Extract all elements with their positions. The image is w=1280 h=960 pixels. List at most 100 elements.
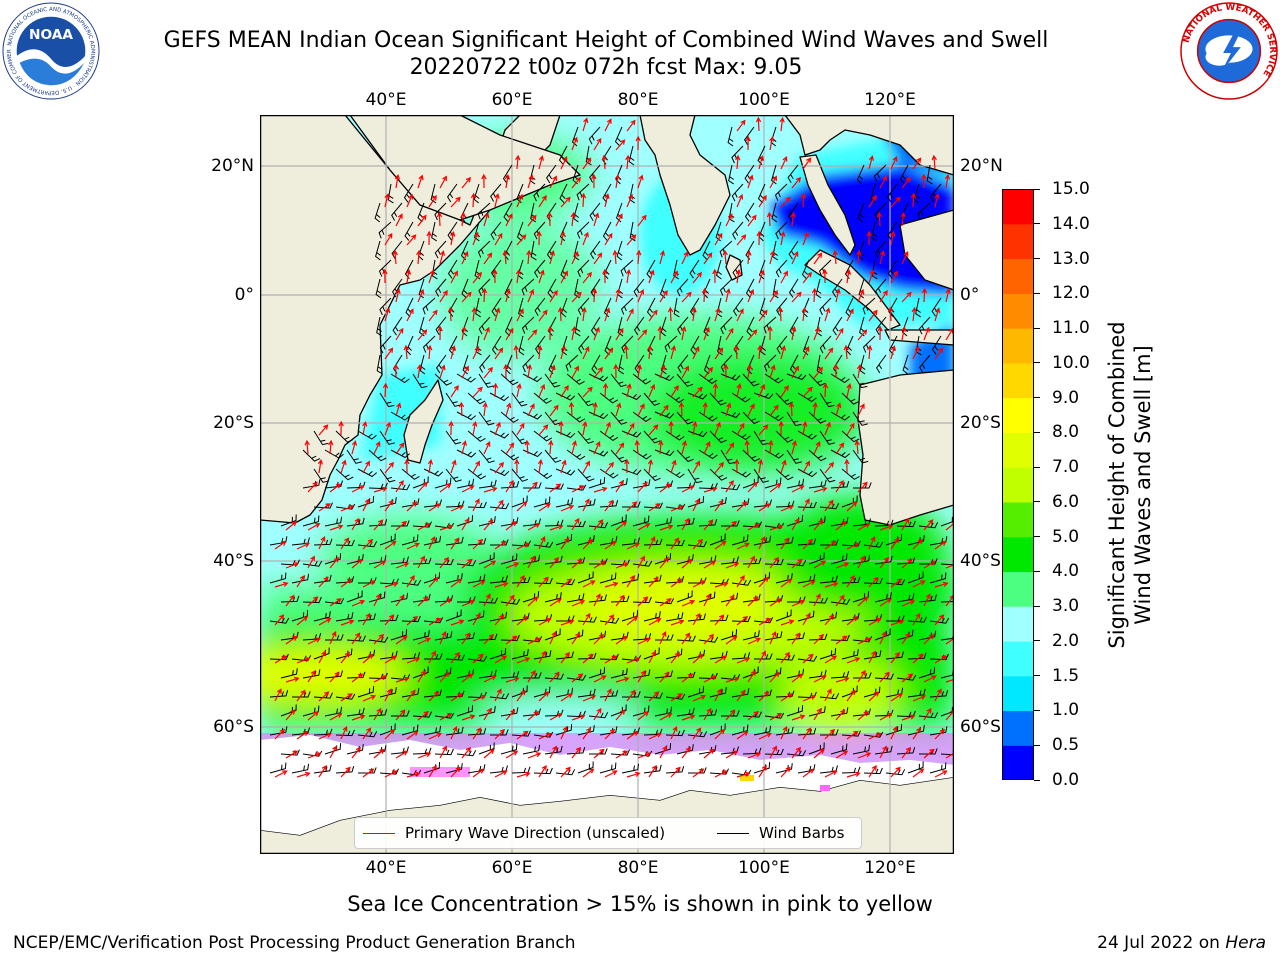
wind-barb (720, 411, 741, 419)
wind-barb (687, 731, 708, 738)
wave-arrow (560, 578, 573, 588)
wave-arrow (868, 691, 880, 702)
wave-arrow (736, 501, 748, 512)
wave-arrow (659, 364, 666, 379)
wind-barb (302, 515, 320, 527)
wave-arrow (296, 689, 306, 702)
lon-tick-bottom: 60°E (491, 858, 533, 878)
wind-barb (578, 335, 590, 354)
wave-arrow (285, 562, 300, 569)
wind-barb (676, 411, 694, 425)
wind-barb (731, 430, 751, 441)
wind-barb (753, 535, 772, 546)
wave-arrow (428, 309, 438, 322)
wave-arrow (351, 558, 363, 569)
wave-arrow (857, 596, 869, 607)
wave-arrow (582, 694, 597, 702)
wave-arrow (461, 325, 467, 341)
wave-arrow (857, 711, 870, 721)
wave-arrow (483, 593, 491, 607)
wind-barb (885, 724, 903, 736)
wave-arrow (824, 688, 832, 702)
wave-arrow (843, 344, 849, 360)
colorbar-scale (1002, 189, 1034, 780)
wave-arrow (450, 345, 456, 360)
lat-tick-left: 60°S (213, 717, 254, 737)
wave-arrow (813, 593, 821, 607)
wave-arrow (934, 770, 948, 778)
map-legend: Primary Wave Direction (unscaled) Wind B… (354, 817, 862, 849)
wave-arrow (835, 635, 848, 645)
wave-arrow (780, 230, 786, 246)
colorbar-tick-label: 9.0 (1052, 387, 1080, 408)
wave-arrow (692, 727, 702, 740)
wave-arrow (612, 249, 618, 265)
wind-barb (456, 750, 477, 757)
wave-arrow (560, 693, 573, 702)
wave-arrow (934, 193, 940, 208)
colorbar-tick-label: 14.0 (1052, 213, 1090, 234)
wind-barb (610, 668, 628, 679)
colorbar-band (1002, 710, 1034, 746)
colorbar-tick-mark (1034, 744, 1040, 746)
wave-arrow (868, 765, 877, 778)
wave-arrow (581, 306, 587, 322)
legend-wave-label: Primary Wave Direction (unscaled) (405, 824, 666, 842)
wind-barb (632, 373, 652, 385)
wave-arrow (516, 730, 529, 740)
wave-arrow (384, 193, 390, 208)
wave-arrow (318, 503, 331, 512)
wave-arrow (714, 728, 726, 740)
wind-barb (852, 373, 868, 389)
wind-barb (896, 520, 916, 528)
wave-arrow (648, 269, 655, 284)
wave-arrow (692, 768, 705, 778)
wave-arrow (626, 771, 641, 778)
wave-arrow (417, 174, 424, 189)
wave-arrow (538, 195, 547, 208)
wave-arrow (868, 195, 877, 208)
wave-arrow (626, 119, 636, 132)
wave-arrow (802, 420, 808, 436)
wave-arrow (593, 486, 608, 493)
wave-arrow (624, 458, 630, 474)
wave-arrow (757, 458, 764, 474)
wave-arrow (901, 558, 913, 569)
wind-barb (544, 592, 562, 603)
wave-arrow (844, 458, 850, 474)
wind-barb (434, 631, 453, 641)
wave-arrow (857, 637, 871, 645)
wave-arrow (582, 420, 588, 436)
wave-arrow (802, 538, 814, 550)
wave-arrow (560, 230, 566, 246)
wave-arrow (416, 249, 422, 265)
lon-tick-bottom: 100°E (738, 858, 790, 878)
wind-barb (786, 705, 804, 717)
wave-arrow (811, 287, 818, 303)
wave-arrow (835, 750, 849, 759)
wind-barb (435, 278, 447, 297)
wave-arrow (912, 694, 927, 702)
wave-arrow (592, 401, 598, 417)
wave-arrow (758, 765, 767, 778)
colorbar-tick-label: 11.0 (1052, 318, 1090, 339)
wind-barb (614, 126, 623, 147)
wave-arrow (703, 486, 718, 493)
colorbar-band (1002, 432, 1034, 468)
wave-arrow (417, 329, 428, 341)
wind-barb (643, 538, 663, 546)
wave-arrow (725, 442, 735, 455)
wave-arrow (395, 750, 409, 759)
wave-arrow (329, 713, 343, 721)
wave-arrow (714, 688, 722, 702)
wave-arrow (417, 752, 432, 759)
wave-arrow (857, 670, 866, 683)
wave-arrow (483, 675, 497, 683)
wave-arrow (395, 635, 408, 645)
wind-barb (731, 534, 749, 546)
wave-arrow (791, 485, 805, 493)
wave-arrow (879, 556, 889, 569)
wave-arrow (681, 365, 689, 379)
wind-barb (643, 611, 661, 622)
wave-arrow (406, 234, 417, 246)
